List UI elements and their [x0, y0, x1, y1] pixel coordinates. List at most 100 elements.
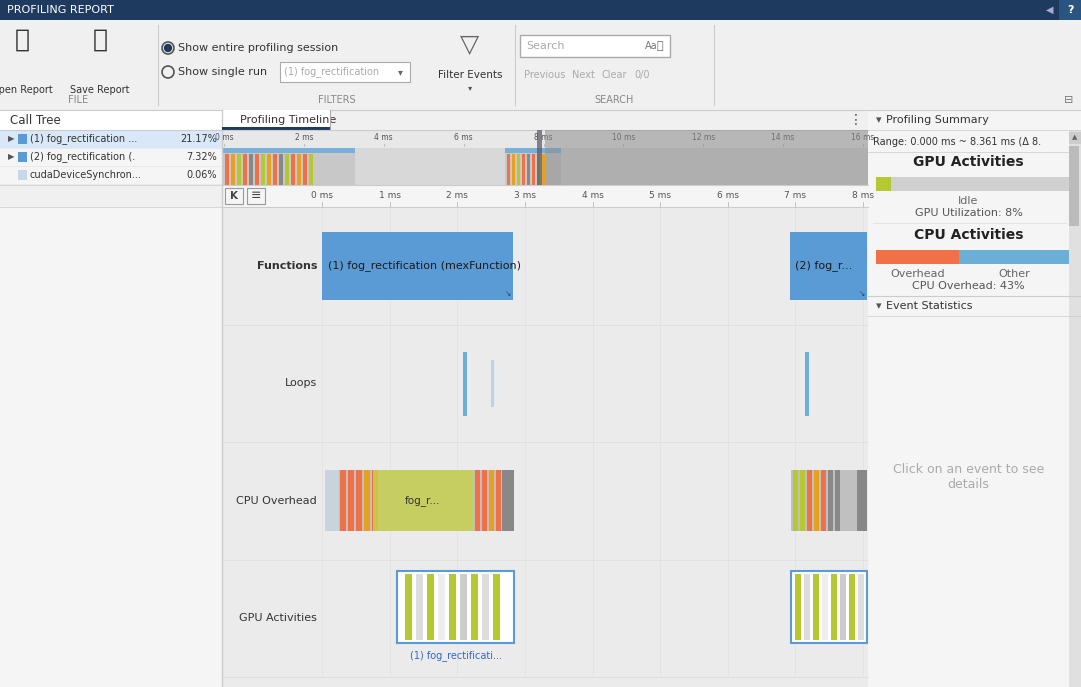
Bar [261, 154, 265, 185]
Bar [804, 352, 809, 416]
Text: FILTERS: FILTERS [318, 95, 356, 105]
Text: Aa: Aa [645, 41, 657, 51]
Bar [225, 154, 229, 185]
Bar [800, 470, 805, 531]
Bar [471, 574, 478, 640]
Bar [806, 470, 812, 531]
Text: Other: Other [998, 269, 1030, 279]
Bar [222, 207, 868, 324]
Text: K: K [230, 191, 238, 201]
Bar [231, 154, 235, 185]
Text: 4 ms: 4 ms [374, 133, 393, 142]
Bar [341, 470, 346, 531]
Bar [0, 148, 222, 166]
Bar [0, 166, 222, 184]
Text: PROFILING REPORT: PROFILING REPORT [6, 5, 114, 15]
Text: ⋮: ⋮ [849, 113, 863, 127]
Text: CPU Activities: CPU Activities [913, 228, 1024, 242]
Bar [416, 574, 423, 640]
Bar [491, 360, 494, 407]
Text: Show single run: Show single run [178, 67, 267, 77]
Bar [876, 250, 959, 264]
Text: 3 ms: 3 ms [513, 192, 536, 201]
Text: ▲: ▲ [1072, 134, 1078, 140]
Bar [511, 154, 515, 185]
Bar [18, 152, 27, 162]
Bar [348, 470, 355, 531]
Circle shape [164, 45, 172, 52]
Text: 10 ms: 10 ms [612, 133, 635, 142]
Bar [959, 250, 1069, 264]
Bar [858, 574, 864, 640]
Bar [517, 154, 520, 185]
Bar [0, 20, 1081, 110]
Bar [840, 574, 845, 640]
Bar [791, 572, 867, 643]
Text: Overhead: Overhead [890, 269, 945, 279]
Bar [303, 154, 307, 185]
Bar [222, 130, 868, 185]
Text: ▾: ▾ [876, 115, 882, 125]
Bar [461, 574, 467, 640]
Bar [243, 154, 246, 185]
Bar [373, 470, 472, 531]
Bar [246, 188, 265, 204]
Bar [0, 130, 222, 148]
Text: (2) fog_r...: (2) fog_r... [795, 260, 852, 271]
Text: Profiling Summary: Profiling Summary [886, 115, 989, 125]
Text: 7.32%: 7.32% [186, 152, 217, 162]
Text: Clear: Clear [602, 70, 627, 80]
Text: 2 ms: 2 ms [295, 133, 313, 142]
Bar [804, 574, 810, 640]
Text: Show entire profiling session: Show entire profiling session [178, 43, 338, 53]
Bar [464, 352, 467, 416]
Bar [405, 574, 412, 640]
Text: CPU Overhead: CPU Overhead [237, 496, 317, 506]
Text: ◀: ◀ [1046, 5, 1054, 15]
Bar [325, 470, 339, 531]
Bar [542, 154, 545, 185]
Bar [507, 154, 509, 185]
Text: Idle: Idle [959, 196, 978, 206]
Text: fog_r...: fog_r... [405, 495, 441, 506]
Bar [249, 154, 253, 185]
Bar [0, 0, 1081, 20]
Bar [0, 130, 222, 185]
Bar [545, 130, 868, 185]
Bar [279, 154, 283, 185]
Bar [237, 154, 241, 185]
Text: GPU Activities: GPU Activities [239, 613, 317, 623]
Bar [364, 470, 371, 531]
Bar [0, 0, 120, 20]
Text: ▶: ▶ [8, 135, 14, 144]
Text: Functions: Functions [256, 261, 317, 271]
Bar [482, 470, 486, 531]
Bar [532, 154, 535, 185]
Text: Previous: Previous [524, 70, 565, 80]
Bar [792, 470, 798, 531]
Text: Loops: Loops [284, 379, 317, 388]
Bar [536, 154, 539, 185]
Bar [357, 470, 362, 531]
Bar [1069, 130, 1081, 687]
Text: 0/0: 0/0 [633, 70, 650, 80]
Text: Click on an event to see
details: Click on an event to see details [893, 464, 1044, 491]
Bar [0, 185, 222, 207]
Bar [849, 574, 855, 640]
Text: ≡: ≡ [251, 190, 262, 203]
Text: 0 ms: 0 ms [311, 192, 333, 201]
Bar [482, 574, 489, 640]
Text: 2 ms: 2 ms [446, 192, 468, 201]
Text: ↘: ↘ [505, 289, 511, 298]
Text: 📁: 📁 [14, 28, 29, 52]
Bar [291, 154, 295, 185]
Text: Save Report: Save Report [70, 85, 130, 95]
Text: 21.17%: 21.17% [181, 134, 217, 144]
Bar [222, 148, 356, 185]
Bar [831, 574, 837, 640]
Bar [820, 470, 826, 531]
Bar [222, 148, 356, 153]
Text: 7 ms: 7 ms [785, 192, 806, 201]
Bar [222, 110, 868, 130]
Bar [222, 110, 330, 130]
